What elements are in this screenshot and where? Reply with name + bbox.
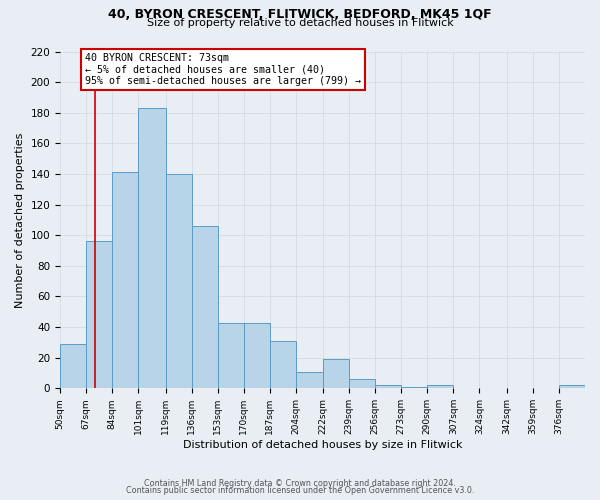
Bar [323,360,349,388]
Text: Contains public sector information licensed under the Open Government Licence v3: Contains public sector information licen… [126,486,474,495]
Bar [376,386,401,388]
Bar [270,341,296,388]
Bar [86,242,112,388]
Bar [166,174,191,388]
Bar [112,172,138,388]
Text: Size of property relative to detached houses in Flitwick: Size of property relative to detached ho… [146,18,454,28]
Bar [349,379,376,388]
X-axis label: Distribution of detached houses by size in Flitwick: Distribution of detached houses by size … [183,440,462,450]
Bar [559,386,585,388]
Bar [138,108,166,388]
Text: Contains HM Land Registry data © Crown copyright and database right 2024.: Contains HM Land Registry data © Crown c… [144,478,456,488]
Bar [60,344,86,389]
Text: 40, BYRON CRESCENT, FLITWICK, BEDFORD, MK45 1QF: 40, BYRON CRESCENT, FLITWICK, BEDFORD, M… [108,8,492,20]
Bar [191,226,218,388]
Bar [427,386,454,388]
Bar [296,372,323,388]
Bar [218,322,244,388]
Bar [244,322,270,388]
Y-axis label: Number of detached properties: Number of detached properties [15,132,25,308]
Bar [401,387,427,388]
Text: 40 BYRON CRESCENT: 73sqm
← 5% of detached houses are smaller (40)
95% of semi-de: 40 BYRON CRESCENT: 73sqm ← 5% of detache… [85,53,361,86]
